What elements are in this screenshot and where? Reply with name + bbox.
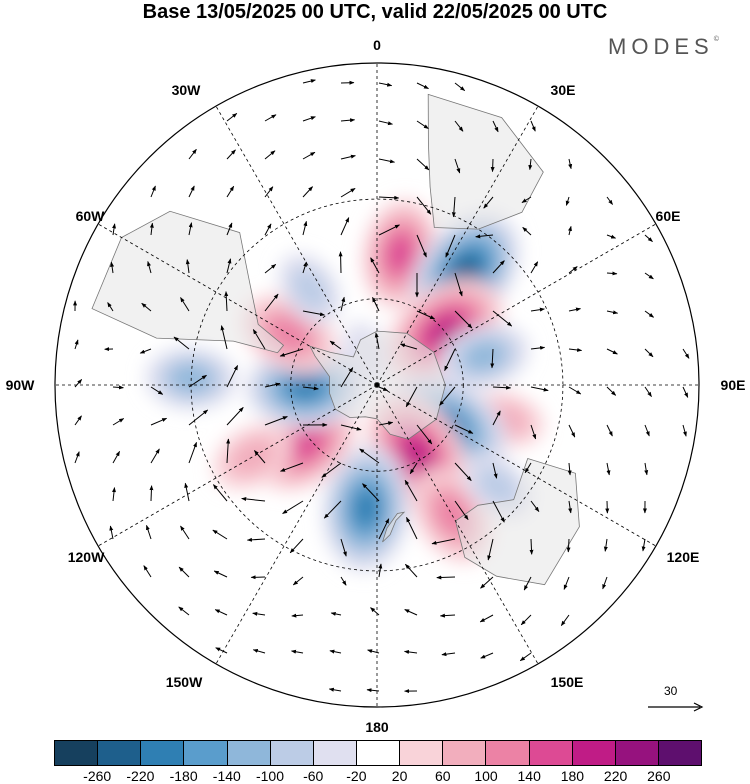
colorbar-tick-label: 180 — [561, 768, 584, 784]
colorbar-tick-label: -100 — [256, 768, 284, 784]
map-title: Base 13/05/2025 00 UTC, valid 22/05/2025… — [0, 0, 750, 24]
longitude-label: 30W — [172, 82, 201, 98]
wind-vector — [341, 252, 342, 273]
longitude-label: 150W — [166, 674, 203, 690]
colorbar-tick-label: -220 — [126, 768, 154, 784]
longitude-label: 60E — [656, 208, 681, 224]
longitude-label: 120E — [667, 549, 700, 565]
colorbar-swatch — [184, 741, 227, 765]
longitude-label: 0 — [373, 37, 381, 53]
longitude-label: 90E — [721, 377, 746, 393]
longitude-label: 150E — [551, 674, 584, 690]
colorbar-swatch — [55, 741, 98, 765]
colorbar-tick-label: 260 — [647, 768, 670, 784]
colorbar-swatch — [228, 741, 271, 765]
wind-vector — [437, 577, 455, 578]
colorbar-swatch — [616, 741, 659, 765]
colorbar-swatch — [271, 741, 314, 765]
colorbar-tick-label: -60 — [303, 768, 323, 784]
colorbar-swatch — [486, 741, 529, 765]
colorbar-swatch — [443, 741, 486, 765]
wind-vector — [151, 486, 152, 501]
arrow-right-icon — [648, 700, 708, 714]
wind-vector — [493, 159, 494, 172]
colorbar-tick-label: -260 — [83, 768, 111, 784]
colorbar-swatch — [400, 741, 443, 765]
colorbar-tick-label: -140 — [213, 768, 241, 784]
longitude-label: 120W — [68, 549, 105, 565]
colorbar-tick-label: 20 — [392, 768, 408, 784]
longitude-label: 60W — [76, 208, 105, 224]
colorbar-swatch — [357, 741, 400, 765]
vector-scale-label: 30 — [664, 684, 677, 698]
colorbar-swatch — [659, 741, 701, 765]
colorbar-swatch — [141, 741, 184, 765]
colorbar-swatch — [530, 741, 573, 765]
colorbar-tick-label: -180 — [170, 768, 198, 784]
longitude-label: 90W — [6, 377, 35, 393]
colorbar — [54, 740, 702, 766]
longitude-label: 30E — [551, 82, 576, 98]
colorbar-tick-label: 220 — [604, 768, 627, 784]
wind-vector — [531, 539, 532, 554]
wind-vector — [568, 539, 569, 552]
colorbar-swatch — [98, 741, 141, 765]
modes-logo: MODES© — [608, 34, 719, 60]
wind-vector — [113, 387, 123, 388]
colorbar-swatch — [573, 741, 616, 765]
colorbar-tick-label: -20 — [346, 768, 366, 784]
longitude-label: 180 — [365, 719, 388, 735]
colorbar-labels: -260 -220 -180 -140 -100 -60 -20 20 60 100 140 180 2… — [0, 768, 750, 784]
colorbar-tick-label: 100 — [474, 768, 497, 784]
colorbar-tick-label: 60 — [435, 768, 451, 784]
colorbar-swatch — [314, 741, 357, 765]
colorbar-tick-label: 140 — [518, 768, 541, 784]
south-pole-marker — [375, 383, 380, 388]
